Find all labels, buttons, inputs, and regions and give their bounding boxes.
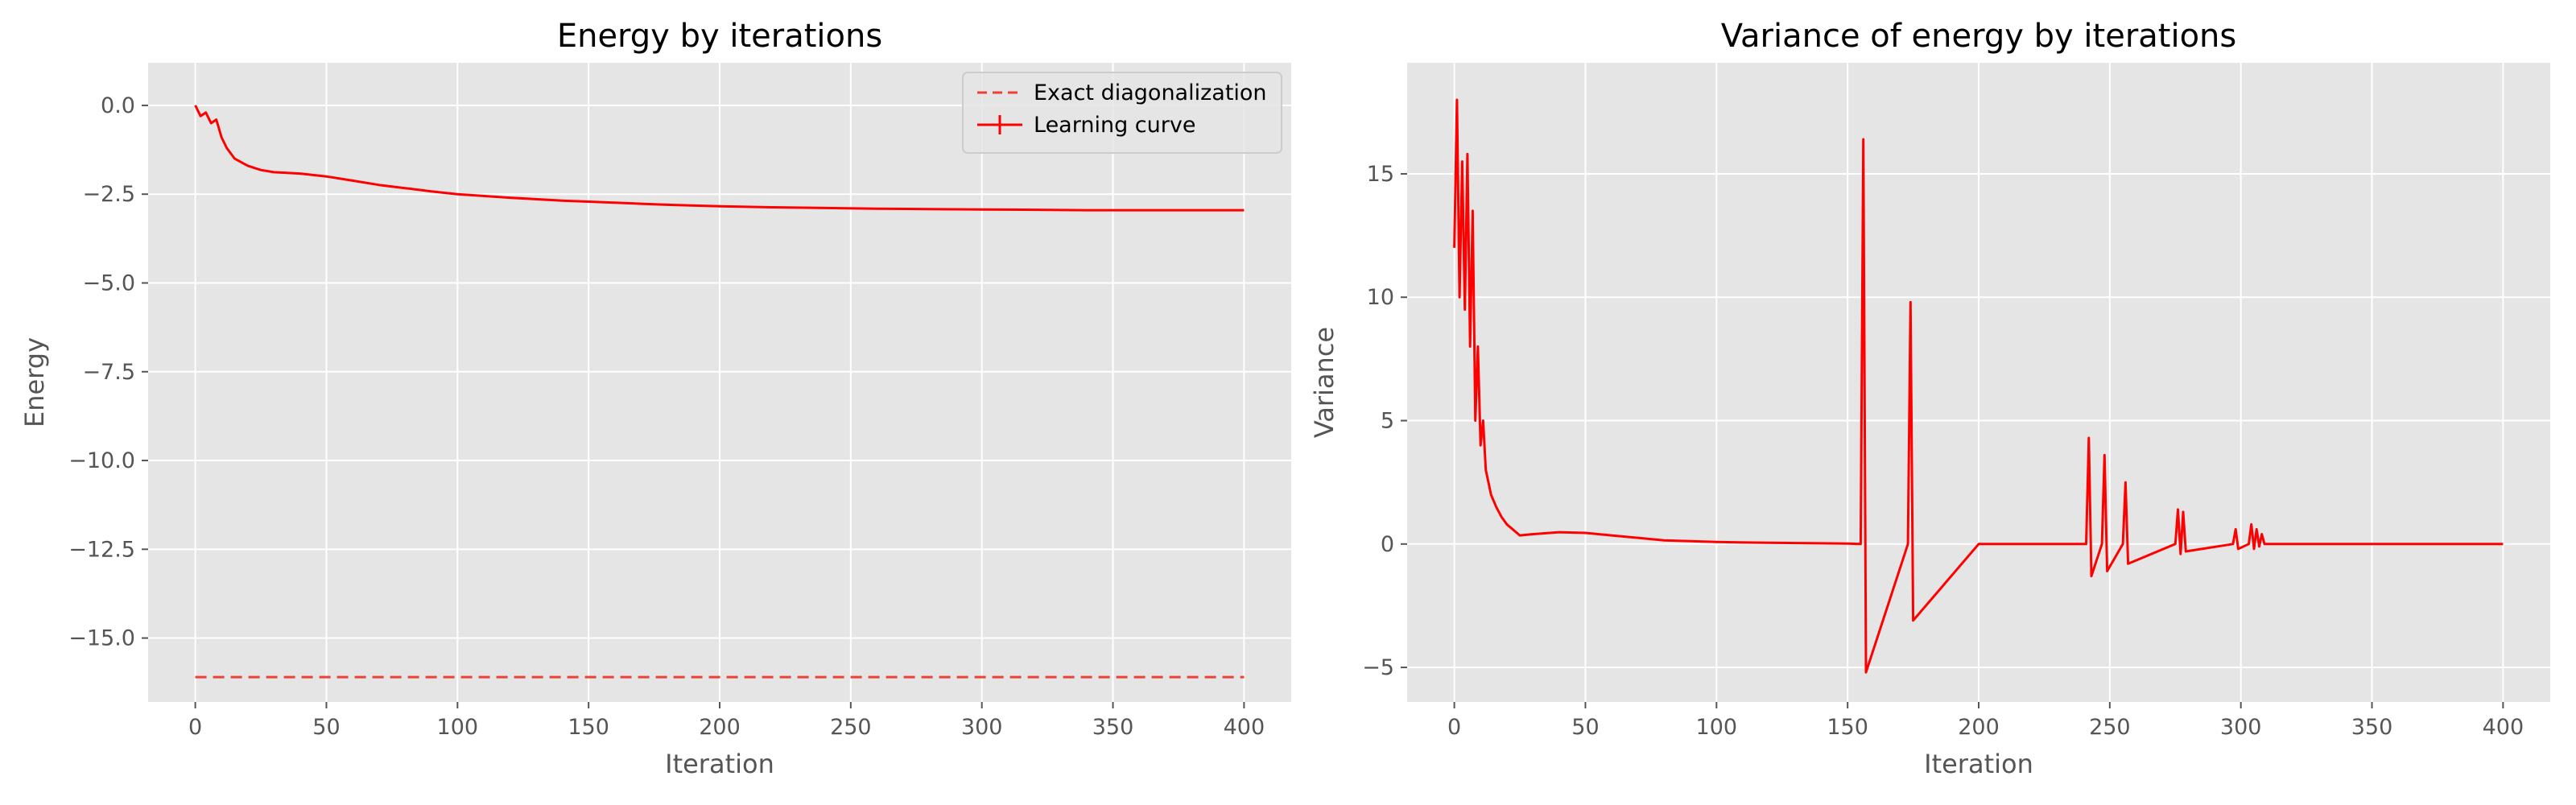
series-learning-curve xyxy=(194,105,1245,212)
chart-title: Variance of energy by iterations xyxy=(1721,18,2236,55)
legend-label: Exact diagonalization xyxy=(1034,80,1267,105)
series-line xyxy=(1453,98,2504,674)
x-tick-label: 100 xyxy=(1696,715,1738,740)
y-tick-label: −10.0 xyxy=(68,448,135,473)
y-tick-label: −2.5 xyxy=(82,182,135,207)
energy-chart: 0 50 100 150 200 250 300 350 400 0.0 −2.5 −5.0 −7.5 −… xyxy=(19,18,1291,779)
x-tick-label: 50 xyxy=(1571,715,1599,740)
y-axis-label: Energy xyxy=(19,337,50,427)
x-tick-label: 150 xyxy=(568,715,609,740)
y-tick-label: −15.0 xyxy=(68,626,135,651)
y-tick-label: −5.0 xyxy=(82,270,135,295)
x-tick-label: 0 xyxy=(1447,715,1461,740)
variance-chart: 0 50 100 150 200 250 300 350 400151050−5Variance… xyxy=(1309,18,2550,779)
x-tick-label: 100 xyxy=(437,715,479,740)
x-tick-label: 250 xyxy=(2089,715,2131,740)
x-tick-label: 400 xyxy=(2483,715,2524,740)
y-axis-label: Variance xyxy=(1309,327,1340,438)
x-tick-label: 200 xyxy=(1958,715,2000,740)
y-tick-label: 0.0 xyxy=(101,93,135,118)
x-tick-label: 350 xyxy=(2351,715,2393,740)
y-tick-label: −12.5 xyxy=(68,537,135,562)
y-tick-label: 5 xyxy=(1381,409,1394,434)
chart-title: Energy by iterations xyxy=(557,18,882,55)
x-tick-label: 400 xyxy=(1224,715,1265,740)
x-tick-label: 200 xyxy=(699,715,741,740)
y-tick-label: −7.5 xyxy=(82,360,135,385)
x-axis-label: Iteration xyxy=(1924,749,2033,779)
x-tick-label: 350 xyxy=(1092,715,1134,740)
x-tick-label: 250 xyxy=(830,715,872,740)
x-tick-label: 0 xyxy=(188,715,202,740)
legend-label: Learning curve xyxy=(1034,113,1195,138)
x-tick-label: 150 xyxy=(1827,715,1868,740)
x-axis-label: Iteration xyxy=(665,749,774,779)
y-tick-label: 15 xyxy=(1367,162,1394,187)
y-tick-label: −5 xyxy=(1362,655,1394,680)
x-tick-label: 300 xyxy=(2220,715,2262,740)
x-tick-label: 300 xyxy=(961,715,1003,740)
x-tick-label: 50 xyxy=(312,715,340,740)
y-tick-label: 10 xyxy=(1367,285,1394,310)
y-tick-label: 0 xyxy=(1381,532,1394,557)
legend-box xyxy=(962,72,1282,154)
